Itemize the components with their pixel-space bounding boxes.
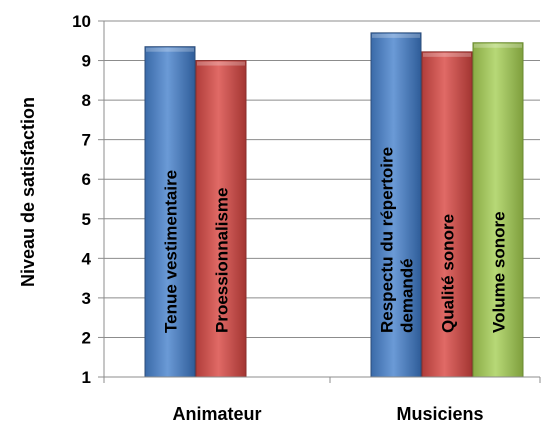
category-label: Musiciens (396, 404, 483, 424)
y-tick-label: 6 (82, 170, 91, 189)
bar (144, 46, 196, 378)
bar-label: Proessionnalisme (213, 187, 232, 333)
bar-label: demandé (398, 258, 417, 333)
bars (144, 32, 524, 378)
bar-rect (370, 32, 422, 378)
y-axis-label: Niveau de satisfaction (18, 97, 38, 287)
bar (370, 32, 422, 378)
y-tick-label: 3 (82, 289, 91, 308)
bar-bevel (197, 61, 245, 66)
bar-label: Qualité sonore (439, 214, 458, 333)
bar-rect (472, 42, 524, 378)
bar-rect (144, 46, 196, 378)
y-tick-label: 1 (82, 368, 91, 387)
bar-label: Tenue vestimentaire (162, 170, 181, 333)
y-tick-label: 8 (82, 91, 91, 110)
y-tick-label: 4 (82, 249, 92, 268)
bar-bevel (474, 43, 522, 48)
bar-bevel (423, 52, 471, 57)
bar (472, 42, 524, 378)
bar-rect (421, 51, 473, 378)
category-label: Animateur (172, 404, 261, 424)
bar (195, 60, 247, 378)
y-tick-label: 5 (82, 210, 91, 229)
labels: Tenue vestimentaire Proessionnalisme Anima… (162, 147, 509, 424)
bar-bevel (372, 33, 420, 38)
y-tick-label: 10 (72, 12, 91, 31)
bar-label: Respectu du répertoire (378, 147, 397, 333)
axes: 1 2 3 4 5 6 7 8 9 10 (72, 12, 541, 387)
bar-bevel (146, 47, 194, 52)
y-tick-label: 9 (82, 52, 91, 71)
bar-rect (195, 60, 247, 378)
y-tick-label: 2 (82, 328, 91, 347)
bar-label: Volume sonore (490, 211, 509, 333)
y-tick-label: 7 (82, 131, 91, 150)
bar (421, 51, 473, 378)
